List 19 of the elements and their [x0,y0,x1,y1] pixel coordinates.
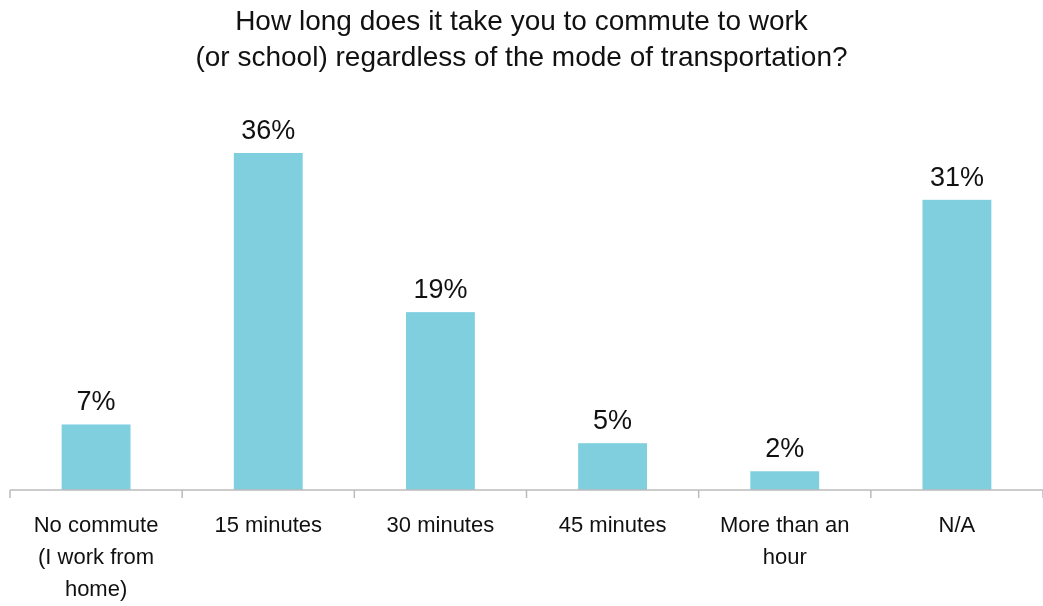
data-label: 31% [929,161,984,192]
data-label: 7% [76,386,116,417]
x-tick-label: 30 minutes [386,512,495,537]
data-label: 2% [765,433,805,464]
bar [922,199,992,490]
data-label: 36% [241,115,296,145]
x-tick-label: No commute (I work from home) [33,512,159,601]
x-tick-label: 15 minutes [214,512,323,537]
x-tick-label: More than an hour [719,512,850,569]
data-label: 19% [413,274,468,305]
bar [750,471,820,490]
x-tick-label: 45 minutes [558,512,667,537]
bar [61,424,131,490]
chart-title: How long does it take you to commute to work (or school) regardless of the mode of transportation? [195,5,848,72]
bar [233,153,303,490]
x-tick-label: N/A [938,512,976,537]
data-label: 5% [593,405,633,436]
bar [578,443,648,490]
bar [405,312,475,490]
